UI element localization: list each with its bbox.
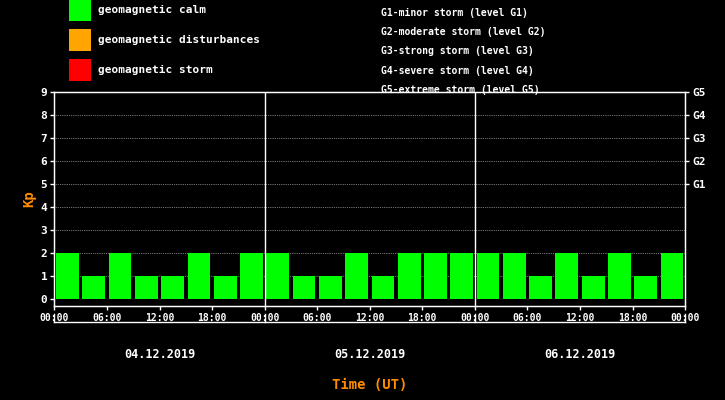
Bar — [608, 253, 631, 299]
Bar — [634, 276, 657, 299]
Bar — [266, 253, 289, 299]
Bar — [135, 276, 158, 299]
Bar — [293, 276, 315, 299]
Bar — [503, 253, 526, 299]
Text: geomagnetic calm: geomagnetic calm — [98, 5, 206, 15]
Bar — [450, 253, 473, 299]
Bar — [371, 276, 394, 299]
Bar — [319, 276, 341, 299]
Text: G1-minor storm (level G1): G1-minor storm (level G1) — [381, 8, 528, 18]
Text: geomagnetic storm: geomagnetic storm — [98, 65, 212, 75]
Bar — [240, 253, 263, 299]
Bar — [555, 253, 579, 299]
Y-axis label: Kp: Kp — [22, 191, 36, 207]
Bar — [188, 253, 210, 299]
Bar — [660, 253, 684, 299]
Bar — [424, 253, 447, 299]
Text: G3-strong storm (level G3): G3-strong storm (level G3) — [381, 46, 534, 56]
Bar — [161, 276, 184, 299]
Bar — [476, 253, 500, 299]
Bar — [398, 253, 420, 299]
Bar — [83, 276, 105, 299]
Text: G5-extreme storm (level G5): G5-extreme storm (level G5) — [381, 85, 539, 95]
Bar — [529, 276, 552, 299]
Bar — [581, 276, 605, 299]
Bar — [214, 276, 236, 299]
Text: 06.12.2019: 06.12.2019 — [544, 348, 616, 360]
Text: geomagnetic disturbances: geomagnetic disturbances — [98, 35, 260, 45]
Text: G2-moderate storm (level G2): G2-moderate storm (level G2) — [381, 27, 545, 37]
Text: 04.12.2019: 04.12.2019 — [124, 348, 195, 360]
Bar — [109, 253, 131, 299]
Text: G4-severe storm (level G4): G4-severe storm (level G4) — [381, 66, 534, 76]
Bar — [345, 253, 368, 299]
Bar — [56, 253, 79, 299]
Text: Time (UT): Time (UT) — [332, 378, 407, 392]
Text: 05.12.2019: 05.12.2019 — [334, 348, 405, 360]
